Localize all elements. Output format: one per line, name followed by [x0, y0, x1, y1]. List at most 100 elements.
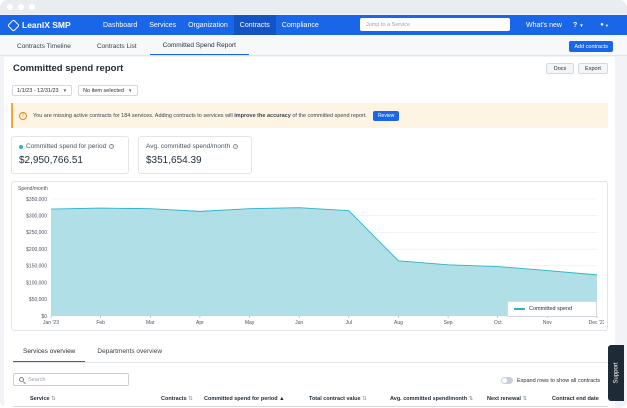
- chevron-down-icon: ▼: [62, 88, 68, 93]
- brand-name: LeanIX SMP: [22, 20, 71, 30]
- card-label: Committed spend for period ?: [19, 143, 115, 150]
- card-value: $2,950,766.51: [19, 155, 83, 166]
- tab-departments-overview[interactable]: Departments overview: [97, 348, 163, 355]
- sort-desc-icon: ▲: [279, 396, 285, 402]
- series-area-committed-spend: [51, 207, 597, 316]
- window-dot-icon: [7, 4, 13, 10]
- add-contracts-button[interactable]: Add contracts: [569, 41, 613, 52]
- nav-services[interactable]: Services: [149, 21, 177, 29]
- chart-legend: Committed spend: [507, 301, 597, 317]
- y-tick-label: $50,000: [29, 297, 47, 303]
- series-line-committed-spend: [50, 207, 598, 276]
- committed-spend-card: Committed spend for period ? $2,950,766.…: [11, 136, 129, 174]
- column-next-renewal[interactable]: Next renewal ⇅: [487, 396, 528, 402]
- column-avg-spend[interactable]: Avg. committed spend/month ⇅: [390, 396, 474, 402]
- item-filter[interactable]: No item selected ▼: [78, 85, 138, 96]
- window-chrome: [0, 0, 627, 14]
- search-placeholder: Search: [28, 376, 46, 383]
- tab-services-overview[interactable]: Services overview: [13, 346, 86, 362]
- whats-new-link[interactable]: What's new: [526, 21, 562, 29]
- tab-contracts-list[interactable]: Contracts List: [96, 43, 137, 50]
- y-tick-label: $150,000: [26, 264, 47, 270]
- legend-swatch: [514, 308, 525, 310]
- sort-icon: ⇅: [188, 396, 193, 402]
- x-tick-label: Sep: [444, 320, 453, 326]
- alert-text: You are missing active contracts for 184…: [33, 112, 367, 119]
- y-tick-label: $250,000: [26, 230, 47, 236]
- leanix-logo-icon: [7, 18, 20, 32]
- brand-logo[interactable]: LeanIX SMP: [0, 18, 96, 32]
- expand-rows-toggle[interactable]: Expand rows to show all contracts: [501, 377, 600, 384]
- x-tick-label: Aug: [394, 320, 403, 326]
- table-header: Service ⇅ Contracts ⇅ Committed spend fo…: [13, 393, 608, 407]
- table-search-input[interactable]: Search: [13, 373, 129, 386]
- card-value: $351,654.39: [146, 155, 202, 166]
- export-button[interactable]: Export: [578, 63, 608, 74]
- x-tick-label: Jan '23: [43, 320, 59, 326]
- y-tick-label: $300,000: [26, 214, 47, 220]
- y-tick-label: $200,000: [26, 247, 47, 253]
- date-range-value: 1/1/23 - 12/31/23: [17, 87, 59, 94]
- column-total-contract-value[interactable]: Total contract value ⇅: [309, 396, 367, 402]
- user-menu[interactable]: ● ▼: [598, 19, 611, 31]
- window-dot-icon: [29, 4, 35, 10]
- tab-committed-spend-report[interactable]: Committed Spend Report: [149, 42, 249, 55]
- column-contracts[interactable]: Contracts ⇅: [161, 396, 193, 402]
- legend-label: Committed spend: [529, 306, 573, 312]
- help-menu[interactable]: ? ▼: [573, 15, 584, 35]
- sort-icon: ⇅: [362, 396, 367, 402]
- page-title: Committed spend report: [13, 63, 124, 74]
- x-tick-label: Oct: [494, 320, 502, 326]
- sort-icon: ⇅: [522, 396, 528, 402]
- y-axis-label: Spend/month: [18, 186, 48, 192]
- search-icon: [19, 377, 24, 382]
- column-committed-spend[interactable]: Committed spend for period ▲: [204, 396, 285, 402]
- x-tick-label: Mar: [146, 320, 155, 326]
- report-content: Committed spend report Docs Export 1/1/2…: [4, 57, 615, 408]
- sort-icon: ⇅: [468, 396, 474, 402]
- filter-bar: 1/1/23 - 12/31/23 ▼ No item selected ▼: [12, 85, 138, 96]
- divider: [13, 362, 608, 363]
- service-search-input[interactable]: Jump to a Service: [360, 18, 510, 31]
- missing-contracts-alert: ! You are missing active contracts for 1…: [11, 103, 608, 128]
- avg-spend-card: Avg. committed spend/month ? $351,654.39: [138, 136, 252, 174]
- series-dot-icon: [19, 144, 23, 149]
- nav-compliance[interactable]: Compliance: [281, 21, 319, 29]
- warning-icon: !: [19, 111, 27, 120]
- support-button[interactable]: Support: [608, 345, 624, 401]
- contracts-tabbar: Contracts Timeline Contracts List Commit…: [0, 35, 627, 56]
- chevron-down-icon: ▼: [604, 22, 609, 28]
- nav-organization[interactable]: Organization: [188, 21, 228, 29]
- column-contract-end-date[interactable]: Contract end date: [552, 396, 599, 402]
- nav-contracts[interactable]: Contracts: [233, 15, 276, 35]
- toggle-switch[interactable]: [501, 377, 513, 384]
- user-icon: ●: [600, 22, 604, 28]
- expand-rows-label: Expand rows to show all contracts: [517, 377, 601, 384]
- date-range-filter[interactable]: 1/1/23 - 12/31/23 ▼: [12, 85, 73, 96]
- sort-icon: ⇅: [51, 396, 56, 402]
- info-icon[interactable]: ?: [233, 144, 239, 149]
- spend-chart: Spend/month $0 $50,000 $100,000 $150,000 $200…: [11, 181, 608, 331]
- spend-area-chart: Spend/month $0 $50,000 $100,000 $150,000 $200…: [18, 186, 604, 326]
- docs-button[interactable]: Docs: [546, 63, 574, 74]
- y-tick-label: $0: [41, 314, 47, 320]
- card-label: Avg. committed spend/month ?: [146, 143, 239, 150]
- chevron-down-icon: ▼: [128, 88, 133, 93]
- x-tick-label: Jul: [346, 320, 352, 326]
- x-tick-label: Nov: [543, 320, 552, 326]
- y-tick-label: $350,000: [26, 197, 47, 203]
- window-dot-icon: [18, 4, 24, 10]
- nav-dashboard[interactable]: Dashboard: [103, 21, 138, 29]
- top-nav: LeanIX SMP Dashboard Services Organizati…: [0, 15, 627, 35]
- item-filter-value: No item selected: [83, 87, 125, 94]
- help-icon: ?: [573, 21, 578, 29]
- x-tick-label: May: [245, 320, 255, 326]
- y-tick-label: $100,000: [26, 280, 47, 286]
- x-tick-label: Dec '23: [589, 320, 604, 326]
- x-tick-label: Jun: [295, 320, 303, 326]
- review-button[interactable]: Review: [372, 110, 400, 121]
- column-service[interactable]: Service ⇅: [30, 396, 56, 402]
- tab-contracts-timeline[interactable]: Contracts Timeline: [17, 43, 71, 50]
- info-icon[interactable]: ?: [109, 144, 115, 149]
